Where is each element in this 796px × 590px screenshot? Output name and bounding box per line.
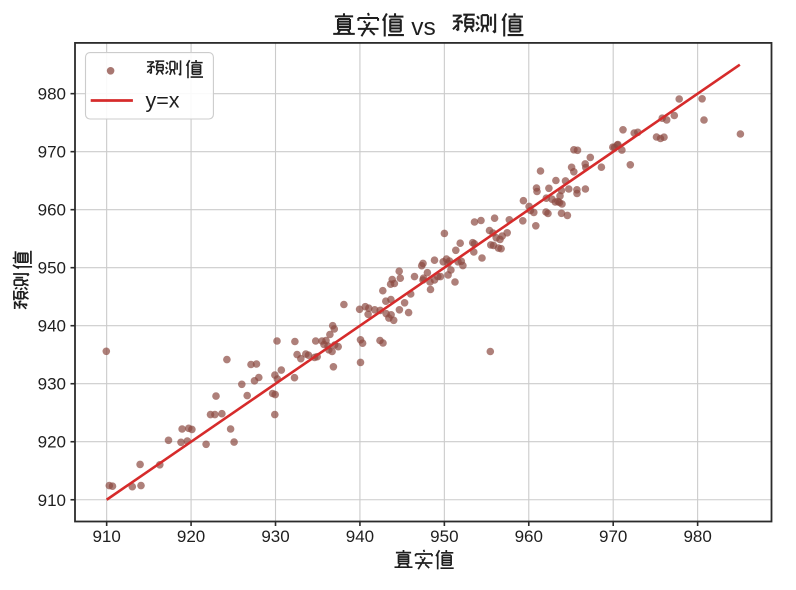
svg-text:910: 910 xyxy=(92,527,120,546)
svg-text:vs: vs xyxy=(411,14,436,41)
svg-text:930: 930 xyxy=(261,527,289,546)
svg-text:950: 950 xyxy=(38,259,66,278)
svg-text:930: 930 xyxy=(38,375,66,394)
svg-text:960: 960 xyxy=(38,201,66,220)
svg-text:920: 920 xyxy=(177,527,205,546)
svg-text:960: 960 xyxy=(515,527,543,546)
svg-text:970: 970 xyxy=(599,527,627,546)
svg-text:920: 920 xyxy=(38,433,66,452)
svg-text:940: 940 xyxy=(38,317,66,336)
svg-text:910: 910 xyxy=(38,491,66,510)
svg-text:y=x: y=x xyxy=(146,88,180,112)
svg-text:980: 980 xyxy=(38,85,66,104)
svg-text:940: 940 xyxy=(346,527,374,546)
svg-text:950: 950 xyxy=(430,527,458,546)
svg-text:980: 980 xyxy=(683,527,711,546)
svg-text:970: 970 xyxy=(38,143,66,162)
